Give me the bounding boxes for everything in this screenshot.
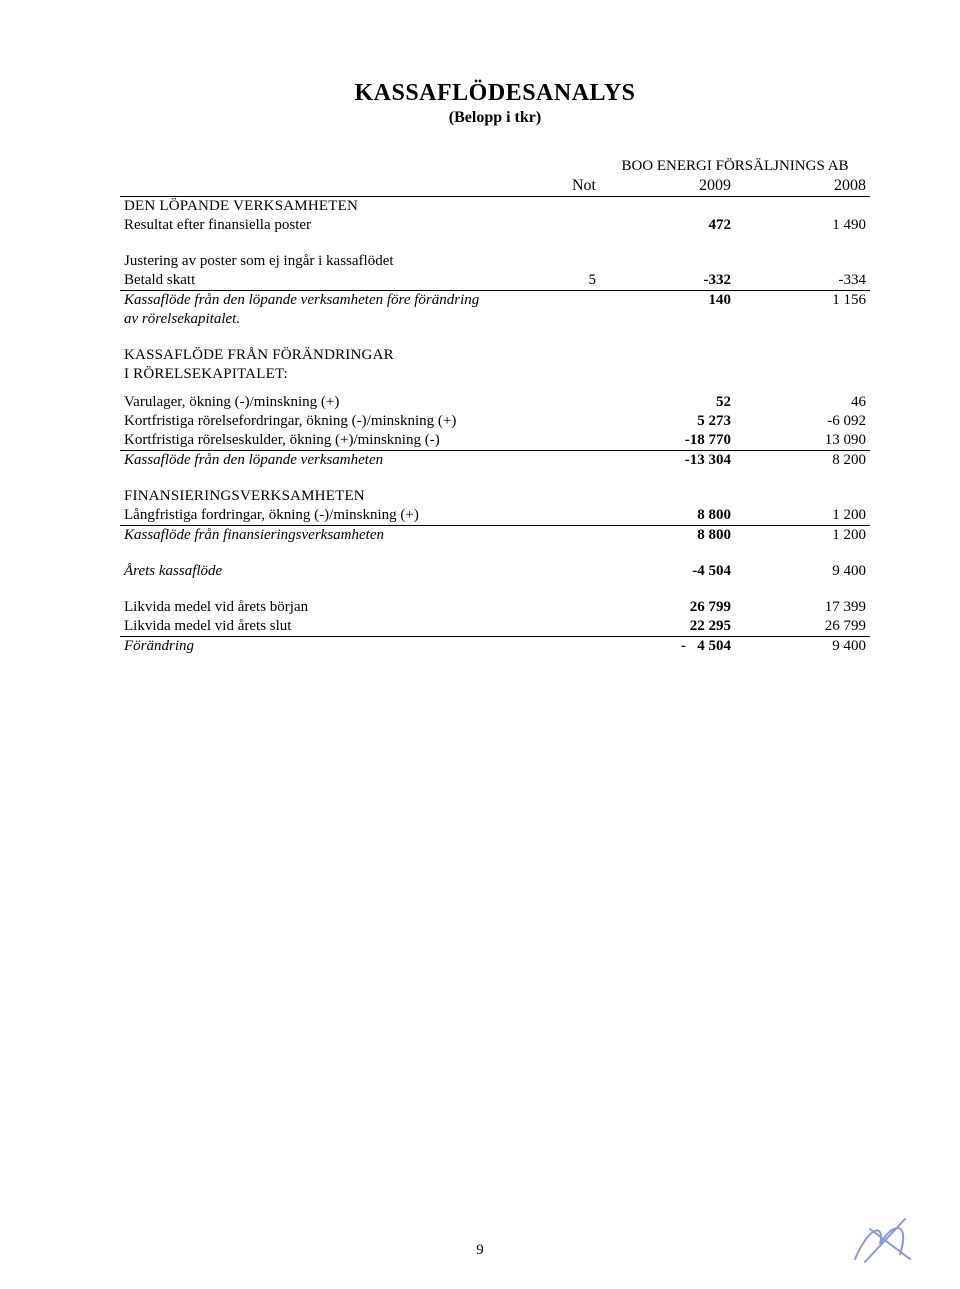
doc-title: KASSAFLÖDESANALYS xyxy=(120,80,870,107)
cashflow-table: BOO ENERGI FÖRSÄLJNINGS AB Not 2009 2008… xyxy=(120,157,870,656)
section-wcap-heading-2: I RÖRELSEKAPITALET: xyxy=(120,365,870,384)
row-likvida-slut: Likvida medel vid årets slut 22 295 26 7… xyxy=(120,617,870,637)
col-not: Not xyxy=(548,176,601,197)
page-number: 9 xyxy=(0,1242,960,1259)
row-forandring: Förändring - 4 504 9 400 xyxy=(120,637,870,657)
row-subtotal-operating-a: Kassaflöde från den löpande verksamheten… xyxy=(120,291,870,311)
col-2008: 2008 xyxy=(735,176,870,197)
section-financing-heading: FINANSIERINGSVERKSAMHETEN xyxy=(120,470,870,506)
row-subtotal-financing: Kassaflöde från finansieringsverksamhete… xyxy=(120,526,870,546)
row-subtotal-wcap: Kassaflöde från den löpande verksamheten… xyxy=(120,451,870,471)
section-wcap-heading-1: KASSAFLÖDE FRÅN FÖRÄNDRINGAR xyxy=(120,329,870,365)
row-varulager: Varulager, ökning (-)/minskning (+) 52 4… xyxy=(120,384,870,412)
row-subtotal-operating-b: av rörelsekapitalet. xyxy=(120,310,870,329)
row-betald-skatt: Betald skatt 5 -332 -334 xyxy=(120,271,870,291)
row-langfristiga: Långfristiga fordringar, ökning (-)/mins… xyxy=(120,506,870,526)
header-row: Not 2009 2008 xyxy=(120,176,870,197)
doc-subtitle: (Belopp i tkr) xyxy=(120,109,870,127)
row-likvida-borjan: Likvida medel vid årets början 26 799 17… xyxy=(120,581,870,617)
col-2009: 2009 xyxy=(600,176,735,197)
row-justering-heading: Justering av poster som ej ingår i kassa… xyxy=(120,235,870,271)
signature-icon xyxy=(850,1214,920,1264)
company-row: BOO ENERGI FÖRSÄLJNINGS AB xyxy=(120,157,870,176)
row-arets-kassaflode: Årets kassaflöde -4 504 9 400 xyxy=(120,545,870,581)
row-kortfristiga-fordringar: Kortfristiga rörelsefordringar, ökning (… xyxy=(120,412,870,431)
page: KASSAFLÖDESANALYS (Belopp i tkr) BOO ENE… xyxy=(0,0,960,1289)
company-name: BOO ENERGI FÖRSÄLJNINGS AB xyxy=(600,157,870,176)
row-resultat: Resultat efter finansiella poster 472 1 … xyxy=(120,216,870,235)
row-kortfristiga-skulder: Kortfristiga rörelseskulder, ökning (+)/… xyxy=(120,431,870,451)
section-operating-heading: DEN LÖPANDE VERKSAMHETEN xyxy=(120,197,870,217)
